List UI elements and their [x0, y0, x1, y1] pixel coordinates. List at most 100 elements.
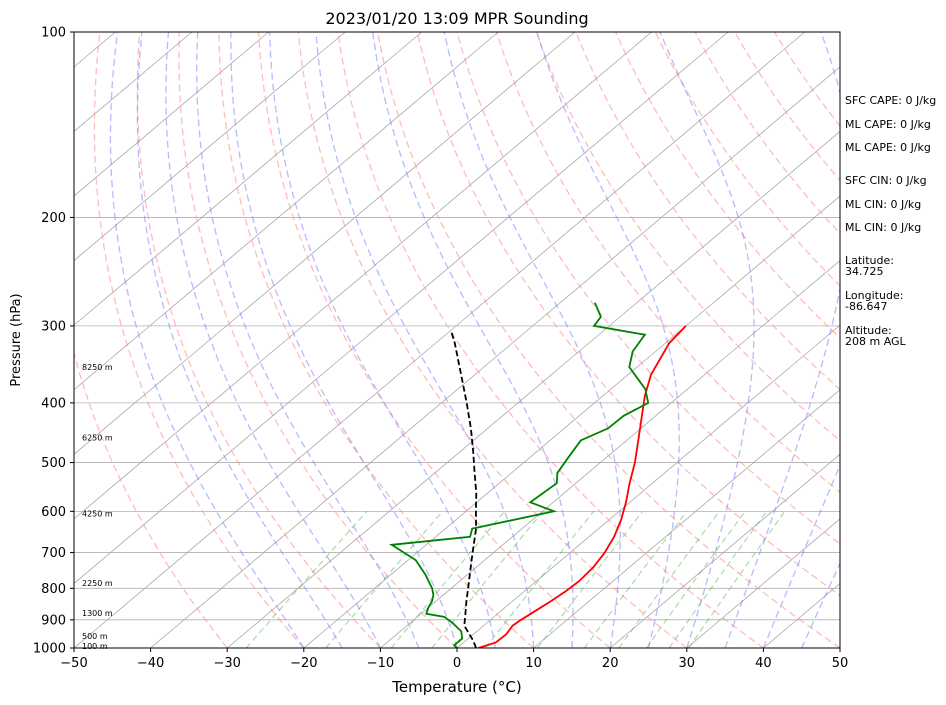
dry-adiabat [575, 32, 840, 391]
y-tick-label: 700 [41, 546, 66, 561]
mixing-ratio-line [668, 510, 767, 648]
x-tick-label: 0 [453, 656, 461, 671]
x-tick-label: −20 [290, 656, 317, 671]
moist-adiabat [269, 32, 496, 648]
height-label: 500 m [82, 632, 108, 641]
y-axis-title: Pressure (hPa) [9, 293, 24, 386]
y-tick-label: 600 [41, 505, 66, 520]
x-axis-title: Temperature (°C) [391, 678, 521, 696]
moist-adiabat [536, 32, 680, 648]
height-label: 2250 m [82, 579, 113, 588]
mixing-ratio-line [537, 510, 644, 648]
dry-adiabat [74, 350, 228, 648]
height-label: 100 m [82, 642, 108, 651]
mixing-ratio-line [618, 510, 720, 648]
isotherm-line [456, 324, 840, 648]
moist-adiabat [659, 32, 755, 648]
y-tick-label: 100 [41, 26, 66, 41]
ml-cape-text-2: ML CAPE: 0 J/kg [845, 141, 931, 154]
isotherm-line [150, 66, 840, 648]
x-tick-label: −40 [137, 656, 164, 671]
y-tick-label: 300 [41, 319, 66, 334]
dry-adiabat [456, 32, 840, 545]
moist-adiabat [801, 562, 840, 648]
dewpoint-line [389, 302, 650, 648]
dry-adiabat [495, 32, 840, 493]
isotherm-line [226, 130, 840, 648]
chart-title: 2023/01/20 13:09 MPR Sounding [325, 9, 588, 28]
altitude-label: Altitude: [845, 324, 892, 337]
latitude-value: 34.725 [845, 265, 884, 278]
y-tick-label: 200 [41, 211, 66, 226]
x-tick-label: 50 [832, 656, 849, 671]
moist-adiabat [230, 32, 458, 648]
moist-adiabat [762, 463, 840, 648]
moist-adiabat [109, 32, 305, 648]
height-label: 4250 m [82, 510, 113, 519]
y-axis: 100 200 300 400 500 600 700 800 900 1000 [33, 26, 74, 657]
isotherm-line [74, 32, 806, 648]
mixing-ratio-line [325, 510, 443, 648]
x-axis: −50 −40 −30 −20 −10 0 10 20 30 40 50 [60, 648, 848, 671]
ml-cape-text: ML CAPE: 0 J/kg [845, 118, 931, 131]
dry-adiabat [535, 32, 840, 442]
x-tick-label: −30 [213, 656, 240, 671]
x-tick-label: −10 [367, 656, 394, 671]
y-tick-label: 500 [41, 456, 66, 471]
dry-adiabat [136, 32, 381, 648]
longitude-value: -86.647 [845, 300, 887, 313]
latitude-label: Latitude: [845, 254, 894, 267]
dry-adiabat [178, 32, 458, 648]
x-tick-label: −50 [60, 656, 87, 671]
parcel-path-line [450, 330, 478, 648]
isotherm-line [74, 32, 729, 584]
moist-adiabat [372, 32, 574, 648]
dry-adiabat [93, 32, 305, 648]
ml-cin-text: ML CIN: 0 J/kg [845, 198, 921, 211]
altitude-value: 208 m AGL [845, 335, 907, 348]
isotherm-line [74, 32, 423, 326]
data-series [389, 302, 687, 648]
isotherm-line [74, 32, 269, 197]
moist-adiabat [724, 32, 840, 648]
isotherm-line [74, 32, 346, 262]
isotherm-line [686, 518, 840, 648]
y-tick-label: 800 [41, 582, 66, 597]
mixing-ratio-line [245, 510, 368, 648]
y-tick-label: 1000 [33, 642, 66, 657]
dry-adiabat [337, 32, 764, 648]
mixing-ratio-line [485, 510, 595, 648]
dry-adiabat [416, 32, 840, 597]
side-panel: SFC CAPE: 0 J/kg ML CAPE: 0 J/kg ML CAPE… [845, 94, 936, 348]
moist-adiabat [196, 32, 420, 648]
moist-adiabat [443, 32, 621, 648]
dry-adiabat [297, 32, 688, 648]
mixing-ratio-line [431, 510, 544, 648]
isotherm-line [74, 32, 499, 391]
isotherm-line [380, 260, 840, 648]
dry-adiabat [694, 32, 840, 235]
height-label: 8250 m [82, 363, 113, 372]
plot-background [74, 32, 840, 648]
height-label: 6250 m [82, 433, 113, 442]
isotherm-line [533, 389, 840, 648]
mixing-ratio-line [688, 510, 786, 648]
isotherm-line [74, 32, 576, 455]
y-tick-label: 900 [41, 613, 66, 628]
x-tick-label: 40 [755, 656, 772, 671]
height-label: 1300 m [82, 609, 113, 618]
moist-adiabat [315, 32, 535, 648]
isotherm-line [303, 195, 840, 648]
mixing-ratio-line [390, 510, 506, 648]
dry-adiabat [257, 32, 611, 648]
moist-adiabat [165, 32, 381, 648]
x-tick-label: 10 [525, 656, 542, 671]
y-tick-label: 400 [41, 396, 66, 411]
sfc-cape-text: SFC CAPE: 0 J/kg [845, 94, 936, 107]
mixing-ratio-line [584, 510, 688, 648]
ml-cin-text-2: ML CIN: 0 J/kg [845, 221, 921, 234]
sfc-cin-text: SFC CIN: 0 J/kg [845, 174, 927, 187]
mixing-ratio-line [645, 510, 746, 648]
longitude-label: Longitude: [845, 289, 903, 302]
